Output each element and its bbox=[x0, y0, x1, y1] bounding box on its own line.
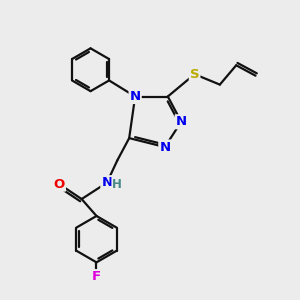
Text: O: O bbox=[54, 178, 65, 191]
Text: H: H bbox=[112, 178, 122, 191]
Text: S: S bbox=[190, 68, 200, 81]
Text: F: F bbox=[92, 270, 101, 283]
Text: N: N bbox=[130, 90, 141, 103]
Text: N: N bbox=[176, 115, 187, 128]
Text: N: N bbox=[159, 140, 170, 154]
Text: N: N bbox=[101, 176, 112, 189]
